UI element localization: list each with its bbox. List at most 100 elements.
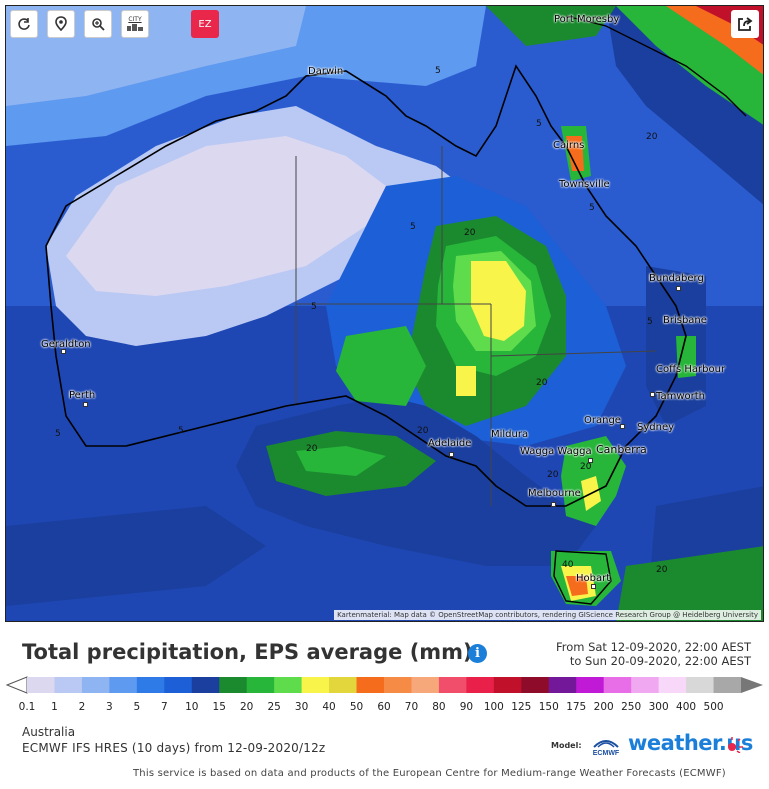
scale-swatch xyxy=(548,677,577,693)
location-button[interactable] xyxy=(47,10,75,38)
contour-label: 20 xyxy=(306,444,318,454)
scale-label: 400 xyxy=(676,701,697,713)
time-range-to: to Sun 20-09-2020, 22:00 AEST xyxy=(569,654,751,668)
city-label-tamworth: Tamworth xyxy=(656,391,705,402)
contour-label: 20 xyxy=(547,470,559,480)
scale-swatch xyxy=(109,677,138,693)
scale-label: 150 xyxy=(538,701,559,713)
scale-swatch xyxy=(274,677,303,693)
scale-swatch xyxy=(246,677,275,693)
scale-label: 40 xyxy=(322,701,336,713)
scale-label: 15 xyxy=(212,701,226,713)
city-label-wagga-wagga: Wagga Wagga xyxy=(520,446,592,457)
share-icon xyxy=(738,17,753,31)
scale-right-arrow xyxy=(741,677,763,693)
city-label-brisbane: Brisbane xyxy=(663,315,707,326)
city-label-hobart: Hobart xyxy=(576,573,611,584)
scale-swatch xyxy=(164,677,193,693)
city-label-port-moresby: Port Moresby xyxy=(554,14,620,25)
scale-label: 30 xyxy=(294,701,309,713)
scale-label: 5 xyxy=(133,701,141,713)
scale-swatch xyxy=(438,677,467,693)
chart-title: Total precipitation, EPS average (mm) xyxy=(22,640,473,664)
scale-swatch xyxy=(493,677,522,693)
city-marker xyxy=(551,502,556,507)
footer-disclaimer: This service is based on data and produc… xyxy=(133,768,726,779)
contour-label: 20 xyxy=(536,378,548,388)
contour-label: 20 xyxy=(464,228,476,238)
scale-label: 25 xyxy=(267,701,281,713)
scale-swatch xyxy=(329,677,358,693)
contour-label: 5 xyxy=(410,222,416,232)
zoom-button[interactable] xyxy=(84,10,112,38)
city-label-orange: Orange xyxy=(584,415,621,426)
refresh-icon xyxy=(18,18,30,30)
contour-label: 20 xyxy=(646,132,658,142)
city-marker xyxy=(676,286,681,291)
contour-label: 20 xyxy=(417,426,429,436)
scale-label: 175 xyxy=(566,701,587,713)
city-label-cairns: Cairns xyxy=(553,140,585,151)
scale-swatch xyxy=(631,677,660,693)
city-marker xyxy=(620,424,625,429)
contour-label: 5 xyxy=(55,429,61,439)
weather-us-logo[interactable]: weather.us xyxy=(628,731,753,755)
contour-label: 5 xyxy=(311,302,317,312)
scale-label: 250 xyxy=(621,701,642,713)
city-label-sydney: Sydney xyxy=(637,422,675,433)
city-label-canberra: Canberra xyxy=(596,443,647,456)
precipitation-map[interactable]: Port Moresby Darwin Cairns Townsville Bu… xyxy=(5,5,764,622)
info-icon[interactable]: i xyxy=(468,644,487,663)
scale-swatch xyxy=(54,677,83,693)
location-pin-icon xyxy=(55,16,67,32)
ez-button[interactable]: EZ xyxy=(191,10,219,38)
city-label-adelaide: Adelaide xyxy=(428,438,472,449)
scale-swatch xyxy=(603,677,632,693)
sun-icon xyxy=(728,737,743,753)
share-button[interactable] xyxy=(731,10,759,38)
scale-label: 500 xyxy=(703,701,724,713)
city-label-coffs-harbour: Coffs Harbour xyxy=(656,364,726,375)
city-marker xyxy=(61,349,66,354)
scale-label: 3 xyxy=(106,701,113,713)
city-label-melbourne: Melbourne xyxy=(528,488,581,499)
scale-swatch xyxy=(356,677,385,693)
scale-label: 200 xyxy=(593,701,614,713)
scale-swatch xyxy=(219,677,248,693)
scale-swatch xyxy=(27,677,55,693)
scale-swatch xyxy=(686,677,715,693)
scale-swatch xyxy=(658,677,687,693)
city-label-townsville: Townsville xyxy=(559,179,610,190)
scale-label: 20 xyxy=(240,701,254,713)
contour-label: 20 xyxy=(580,462,592,472)
scale-label: 90 xyxy=(459,701,474,713)
scale-swatch xyxy=(81,677,110,693)
contour-label: 5 xyxy=(589,203,595,213)
city-marker xyxy=(650,392,655,397)
brand-name: weather.us xyxy=(628,731,753,755)
contour-label: 5 xyxy=(536,119,542,129)
scale-label: 0.1 xyxy=(18,701,36,713)
ecmwf-logo: ECMWF xyxy=(590,733,622,757)
scale-left-arrow xyxy=(5,676,28,694)
city-marker xyxy=(588,458,593,463)
scale-swatch xyxy=(411,677,440,693)
model-label: Model: xyxy=(551,741,582,750)
city-marker xyxy=(449,452,454,457)
city-toggle-label: CITY xyxy=(128,15,142,23)
city-label-bundaberg: Bundaberg xyxy=(649,273,704,284)
refresh-button[interactable] xyxy=(10,10,38,38)
city-toggle-button[interactable]: CITY xyxy=(121,10,149,38)
time-range: From Sat 12-09-2020, 22:00 AEST to Sun 2… xyxy=(556,640,751,668)
city-marker xyxy=(591,584,596,589)
precipitation-field xyxy=(6,6,763,621)
contour-label: 5 xyxy=(178,426,184,436)
scale-label: 7 xyxy=(160,701,168,713)
contour-label: 5 xyxy=(647,317,653,327)
city-icon xyxy=(127,23,143,31)
city-label-mildura: Mildura xyxy=(491,429,529,440)
scale-swatch xyxy=(466,677,495,693)
city-label-darwin: Darwin xyxy=(308,66,344,77)
zoom-in-icon xyxy=(92,18,105,31)
contour-label: 5 xyxy=(435,66,441,76)
